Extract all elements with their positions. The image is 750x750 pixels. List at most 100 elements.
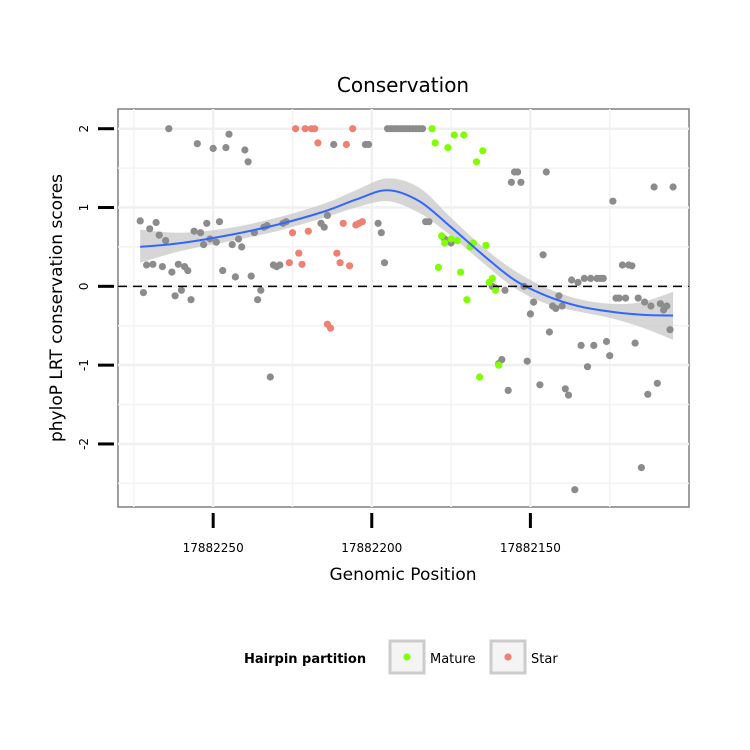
point-other bbox=[568, 276, 576, 284]
point-other bbox=[222, 144, 230, 152]
point-other bbox=[599, 274, 607, 282]
point-mature bbox=[434, 263, 442, 271]
x-tick-label: 17882200 bbox=[341, 541, 402, 555]
point-other bbox=[523, 357, 531, 365]
point-other bbox=[602, 337, 611, 346]
point-other bbox=[171, 292, 179, 300]
point-other bbox=[650, 183, 658, 191]
point-other bbox=[234, 235, 243, 243]
point-mature bbox=[463, 296, 471, 304]
point-star bbox=[314, 139, 322, 147]
point-other bbox=[203, 219, 211, 227]
point-other bbox=[209, 144, 217, 152]
point-other bbox=[241, 146, 249, 154]
point-other bbox=[583, 363, 592, 371]
point-star bbox=[333, 249, 341, 257]
point-other bbox=[257, 286, 265, 294]
point-other bbox=[365, 140, 373, 149]
point-other bbox=[653, 379, 661, 387]
y-tick-label: 0 bbox=[77, 283, 91, 291]
point-other bbox=[215, 218, 224, 226]
point-star bbox=[285, 259, 293, 267]
grid-lines bbox=[118, 109, 689, 507]
point-other bbox=[587, 274, 595, 282]
point-star bbox=[349, 125, 357, 133]
point-other bbox=[574, 278, 582, 286]
point-mature bbox=[453, 237, 461, 245]
point-other bbox=[663, 302, 671, 310]
point-star bbox=[301, 125, 309, 133]
x-axis: 17882250 17882200 17882150 bbox=[183, 513, 561, 555]
point-other bbox=[558, 302, 566, 310]
point-other bbox=[276, 261, 284, 269]
point-mature bbox=[491, 286, 500, 294]
point-other bbox=[136, 217, 144, 225]
point-other bbox=[155, 231, 163, 239]
legend-label-mature: Mature bbox=[430, 652, 476, 667]
point-other bbox=[539, 251, 547, 259]
point-other bbox=[580, 274, 588, 282]
point-other bbox=[609, 197, 617, 205]
y-tick-label: 2 bbox=[77, 125, 91, 133]
point-other bbox=[152, 218, 160, 227]
point-star bbox=[295, 249, 303, 257]
point-other bbox=[320, 223, 328, 231]
point-other bbox=[174, 260, 182, 268]
point-mature bbox=[431, 139, 439, 147]
point-other bbox=[545, 328, 554, 336]
point-other bbox=[536, 381, 544, 389]
point-other bbox=[418, 125, 427, 133]
point-other bbox=[590, 341, 598, 349]
point-other bbox=[139, 289, 147, 297]
point-mature bbox=[457, 268, 465, 276]
point-mature bbox=[441, 239, 449, 247]
point-mature bbox=[472, 158, 481, 166]
point-other bbox=[504, 386, 512, 394]
point-other bbox=[501, 286, 509, 294]
point-other bbox=[190, 227, 198, 235]
x-tick-label: 17882150 bbox=[500, 541, 561, 555]
y-tick-label: -2 bbox=[77, 438, 91, 450]
point-other bbox=[552, 304, 560, 312]
point-other bbox=[187, 296, 195, 304]
plot-panel bbox=[117, 108, 690, 508]
point-other bbox=[656, 300, 665, 308]
point-mature bbox=[450, 131, 458, 139]
point-other bbox=[669, 183, 677, 191]
point-other bbox=[647, 302, 655, 310]
confidence-ribbon-layer bbox=[140, 178, 674, 340]
legend-title: Hairpin partition bbox=[244, 652, 366, 667]
point-mature bbox=[438, 232, 446, 240]
point-other bbox=[238, 243, 246, 251]
smooth-line-layer bbox=[140, 189, 674, 317]
point-other bbox=[637, 464, 646, 472]
point-other bbox=[143, 261, 151, 269]
point-other bbox=[212, 238, 220, 246]
point-other bbox=[666, 326, 674, 334]
legend-key-star-dot bbox=[504, 653, 512, 661]
point-other bbox=[158, 263, 166, 271]
point-mature bbox=[444, 144, 452, 152]
legend-key-mature-dot bbox=[403, 653, 411, 661]
confidence-ribbon bbox=[140, 178, 674, 340]
point-mature bbox=[479, 147, 487, 155]
x-tick-label: 17882250 bbox=[183, 541, 244, 555]
point-other bbox=[618, 261, 627, 269]
point-star bbox=[358, 218, 366, 226]
point-star bbox=[342, 140, 350, 149]
point-other bbox=[615, 294, 623, 302]
point-mature bbox=[447, 235, 455, 243]
point-star bbox=[339, 219, 347, 227]
point-other bbox=[193, 140, 201, 148]
point-other bbox=[380, 259, 389, 267]
point-other bbox=[168, 268, 176, 276]
point-other bbox=[196, 229, 205, 237]
point-other bbox=[374, 219, 382, 227]
point-star bbox=[292, 125, 300, 133]
point-star bbox=[346, 262, 354, 270]
point-other bbox=[526, 310, 535, 318]
point-other bbox=[225, 130, 233, 138]
point-other bbox=[184, 267, 192, 275]
point-other bbox=[517, 178, 525, 186]
y-tick-label: 1 bbox=[77, 204, 91, 212]
